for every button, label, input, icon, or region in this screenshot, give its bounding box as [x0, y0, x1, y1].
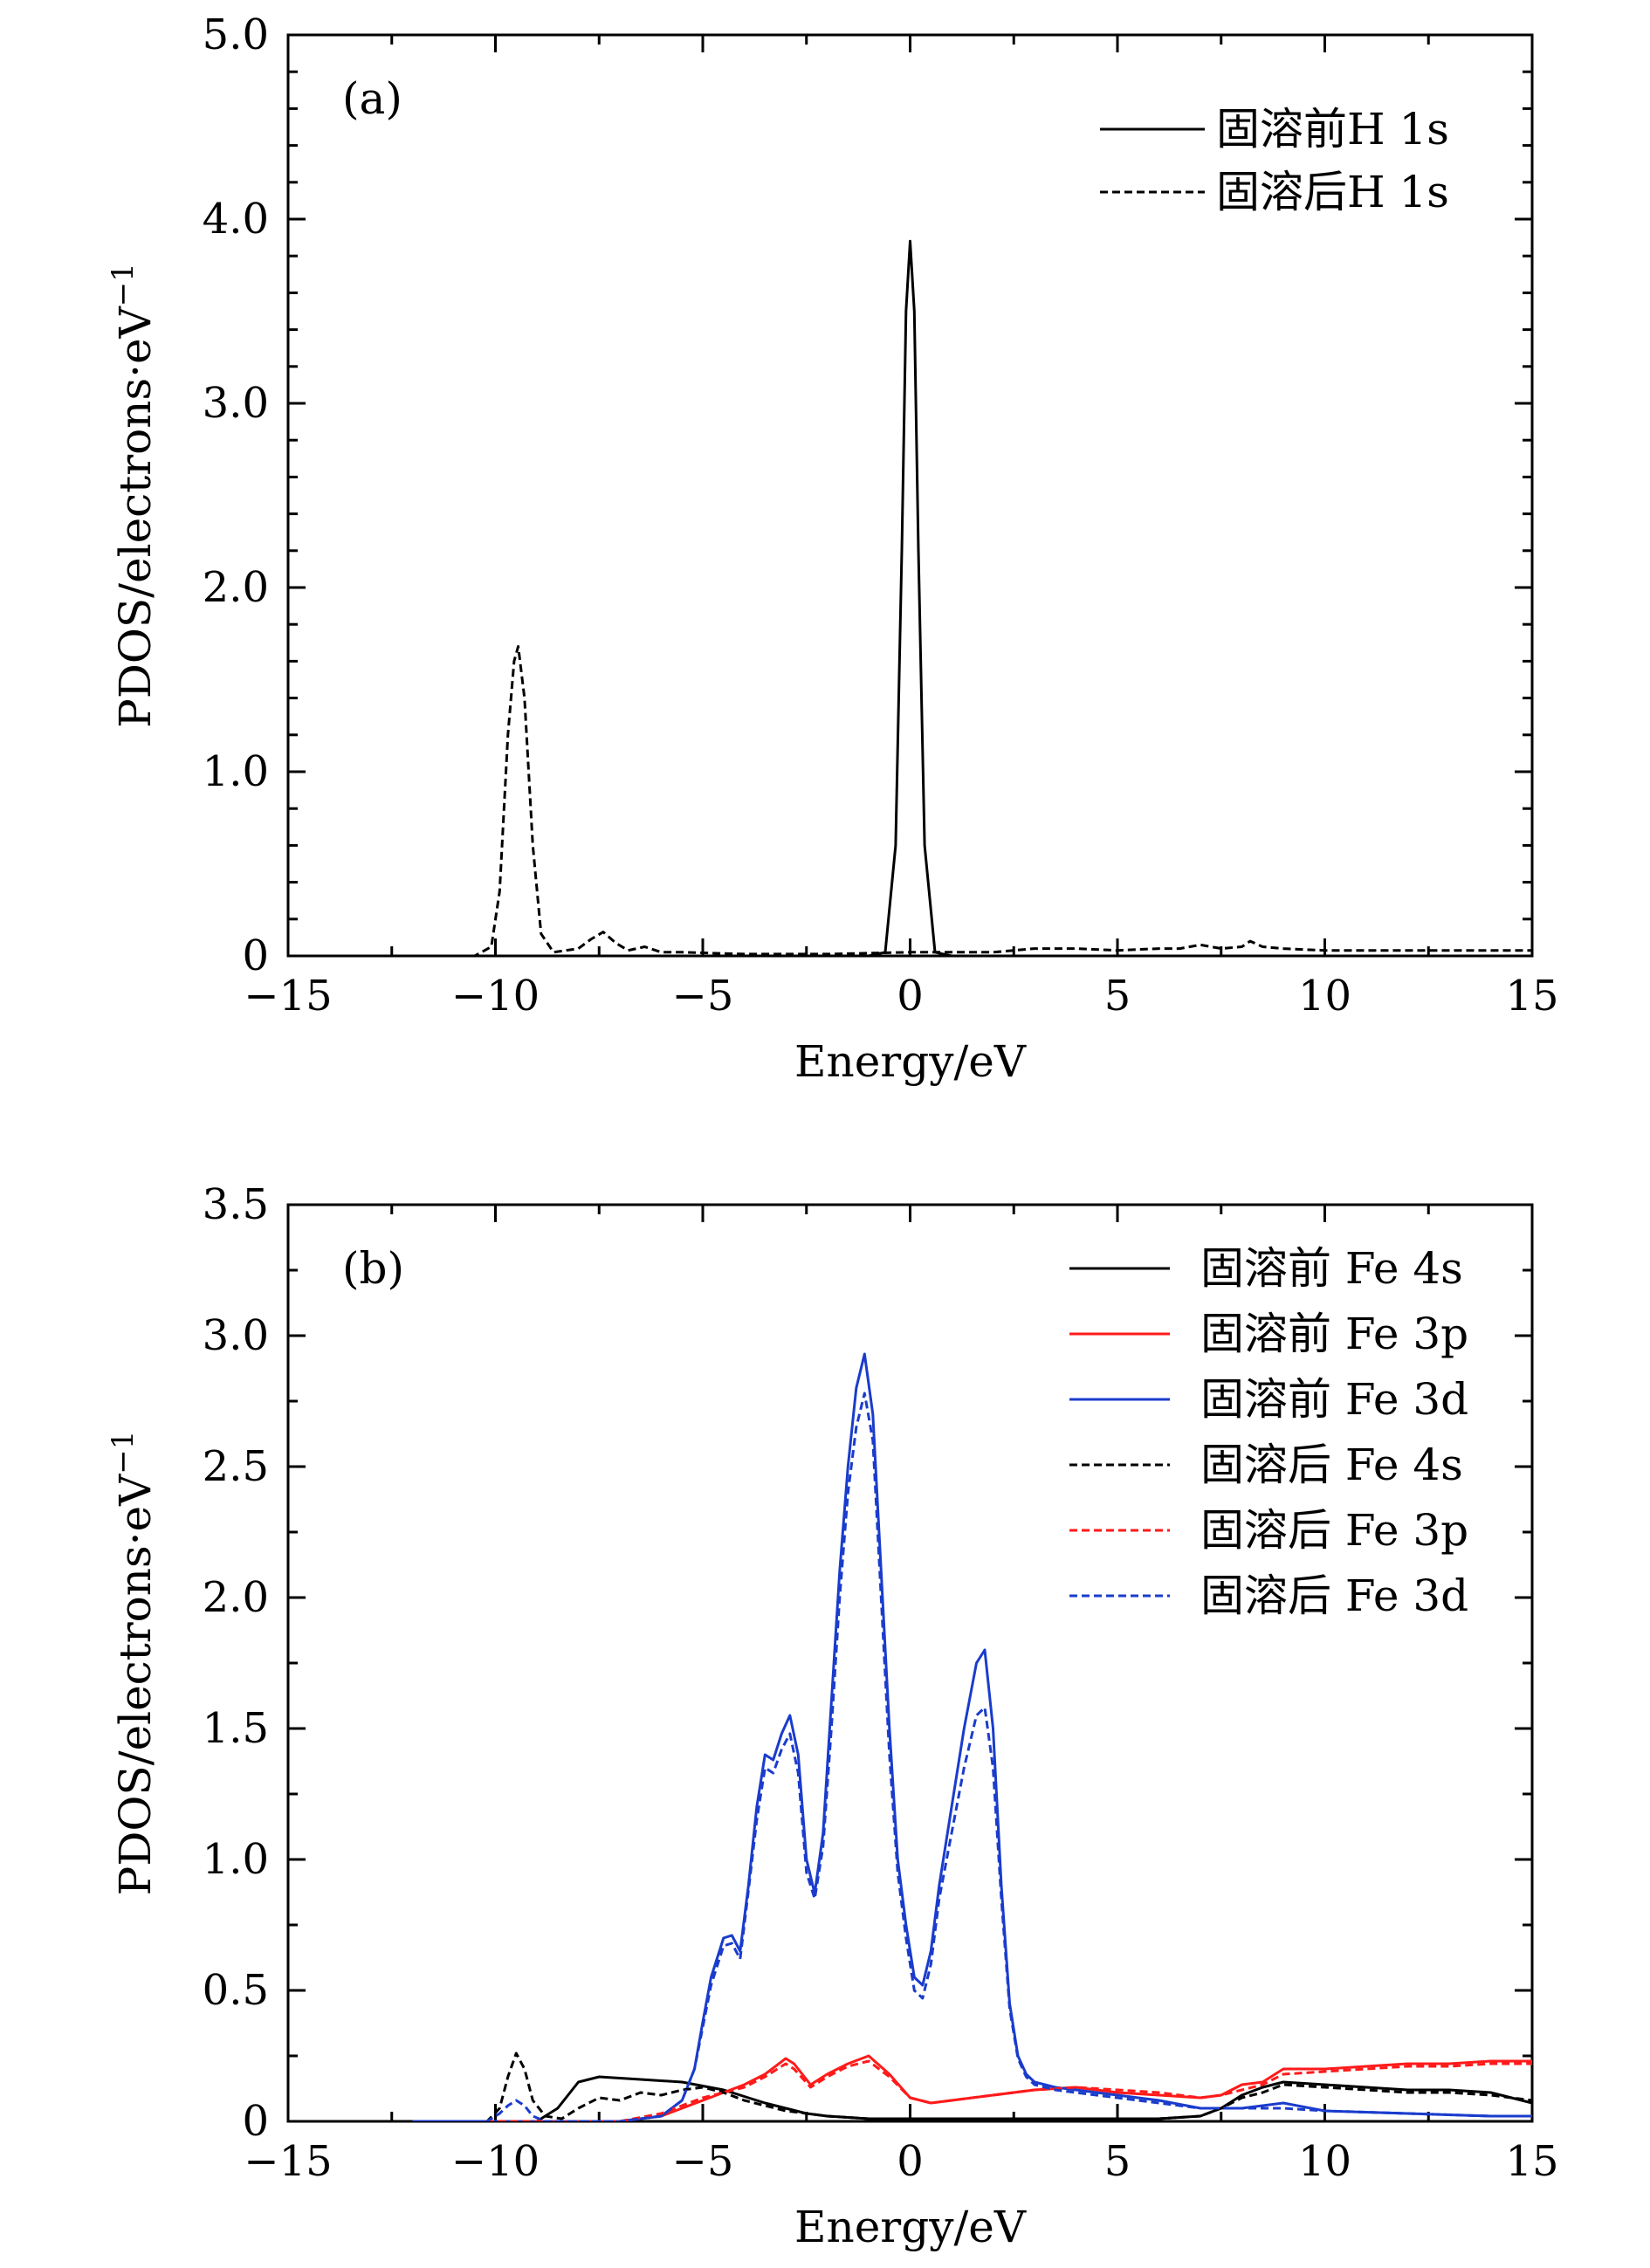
- x-tick-label: −15: [244, 2137, 332, 2186]
- legend-label: 固溶后H 1s: [1216, 167, 1449, 217]
- y-tick-label: 0: [242, 931, 269, 980]
- series-line-4: [412, 2059, 1532, 2121]
- x-tick-label: −10: [451, 972, 540, 1021]
- x-axis-label: Energy/eV: [794, 1036, 1027, 1087]
- y-axis-label: PDOS/electrons·eV−1: [106, 263, 161, 728]
- y-axis-label: PDOS/electrons·eV−1: [106, 1431, 161, 1896]
- series-line-0: [288, 239, 1532, 956]
- legend: 固溶前H 1s 固溶后H 1s: [1100, 104, 1449, 217]
- x-tick-label: 5: [1104, 972, 1131, 1021]
- y-tick-label: 3.0: [203, 379, 269, 428]
- x-tick-label: 15: [1505, 2137, 1558, 2186]
- panel-label: (a): [342, 73, 402, 124]
- panel-label: (b): [342, 1243, 404, 1294]
- panel-a: −15 −10 −5 0 5 10 15 0 1.0 2.0 3.0 4.0 5.0 Energy/eV P…: [106, 10, 1559, 1087]
- y-tick-label: 1.0: [203, 1835, 269, 1884]
- y-tick-label: 1.5: [203, 1704, 269, 1753]
- x-tick-label: −10: [451, 2137, 540, 2186]
- y-tick-label: 2.0: [203, 1573, 269, 1622]
- x-axis-label: Energy/eV: [794, 2202, 1027, 2252]
- x-tick-label: 15: [1505, 972, 1558, 1021]
- y-tick-label: 5.0: [203, 10, 269, 59]
- legend-label: 固溶后 Fe 3p: [1200, 1505, 1468, 1556]
- x-tick-label: 0: [897, 2137, 924, 2186]
- legend-label: 固溶前 Fe 3d: [1200, 1374, 1468, 1425]
- legend: 固溶前 Fe 4s 固溶前 Fe 3p 固溶前 Fe 3d 固溶后 Fe 4s 固溶后 …: [1069, 1243, 1468, 1621]
- y-tick-label: 3.5: [203, 1180, 269, 1229]
- legend-label: 固溶后 Fe 3d: [1200, 1570, 1468, 1621]
- series-line-3: [412, 2052, 1532, 2121]
- x-tick-label: −5: [672, 2137, 734, 2186]
- x-tick-label: 0: [897, 972, 924, 1021]
- legend-label: 固溶前 Fe 4s: [1200, 1243, 1463, 1294]
- series-line-5: [412, 1392, 1532, 2121]
- legend-label: 固溶后 Fe 4s: [1200, 1440, 1463, 1490]
- legend-label: 固溶前 Fe 3p: [1200, 1309, 1468, 1359]
- series-line-1: [288, 645, 1532, 956]
- y-tick-label: 3.0: [203, 1311, 269, 1360]
- x-tick-label: −15: [244, 972, 332, 1021]
- x-tick-label: −5: [672, 972, 734, 1021]
- y-tick-label: 0: [242, 2097, 269, 2146]
- legend-label: 固溶前H 1s: [1216, 104, 1449, 155]
- y-tick-label: 1.0: [203, 747, 269, 796]
- y-tick-label: 4.0: [203, 195, 269, 244]
- y-tick-label: 2.5: [203, 1442, 269, 1491]
- y-tick-label: 2.0: [203, 563, 269, 612]
- y-tick-label: 0.5: [203, 1966, 269, 2015]
- panel-b: −15 −10 −5 0 5 10 15 0 0.5 1.0 1.5 2.0 2.5 3.0 3.5 Ener…: [106, 1180, 1559, 2252]
- x-tick-label: 5: [1104, 2137, 1131, 2186]
- series-line-0: [412, 2075, 1532, 2121]
- x-tick-label: 10: [1298, 2137, 1351, 2186]
- x-tick-label: 10: [1298, 972, 1351, 1021]
